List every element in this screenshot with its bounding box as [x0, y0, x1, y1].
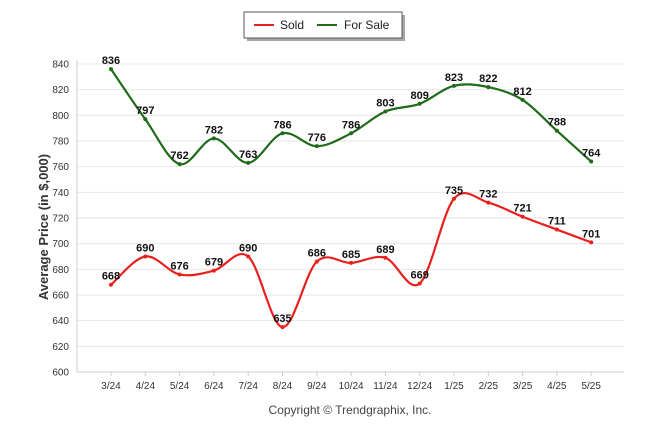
y-tick-label: 740 [52, 188, 69, 199]
data-point-for-sale [177, 162, 182, 167]
data-label-for-sale: 803 [376, 97, 394, 109]
grid [77, 63, 624, 373]
data-label-sold: 735 [445, 185, 463, 197]
data-label-for-sale: 809 [411, 90, 429, 102]
x-tick-label: 11/24 [373, 381, 398, 392]
y-tick-label: 800 [52, 111, 69, 122]
data-point-sold [211, 268, 216, 273]
data-label-sold: 701 [582, 228, 600, 240]
data-label-sold: 679 [205, 257, 223, 269]
data-label-for-sale: 823 [445, 72, 463, 84]
y-tick-label: 620 [52, 342, 69, 353]
data-point-sold [520, 214, 525, 219]
y-tick-label: 600 [52, 368, 69, 379]
data-label-for-sale: 786 [273, 119, 291, 131]
data-label-for-sale: 786 [342, 119, 360, 131]
data-label-for-sale: 812 [513, 86, 531, 98]
data-label-sold: 689 [376, 244, 394, 256]
x-tick-label: 5/25 [581, 381, 601, 392]
data-point-sold [314, 259, 319, 264]
y-tick-label: 780 [52, 137, 69, 148]
x-tick-label: 3/24 [101, 381, 121, 392]
data-label-sold: 732 [479, 189, 497, 201]
x-tick-label: 3/25 [513, 381, 533, 392]
data-point-for-sale [554, 128, 559, 133]
data-label-sold: 721 [513, 203, 531, 215]
data-label-for-sale: 763 [239, 149, 257, 161]
y-tick-label: 820 [52, 85, 69, 96]
x-tick-label: 4/24 [136, 381, 156, 392]
y-tick-label: 700 [52, 239, 69, 250]
data-point-sold [246, 254, 251, 259]
x-tick-label: 4/25 [547, 381, 567, 392]
data-label-for-sale: 836 [102, 55, 120, 67]
data-label-for-sale: 764 [582, 148, 601, 160]
y-tick-label: 680 [52, 265, 69, 276]
data-point-for-sale [143, 117, 148, 122]
x-tick-label: 1/25 [444, 381, 464, 392]
data-point-for-sale [486, 85, 491, 90]
data-point-sold [143, 254, 148, 259]
data-label-sold: 685 [342, 249, 360, 261]
x-tick-label: 8/24 [273, 381, 293, 392]
data-point-sold [486, 200, 491, 205]
data-label-for-sale: 782 [205, 124, 223, 136]
data-label-sold: 690 [136, 243, 154, 255]
data-label-sold: 668 [102, 271, 120, 283]
x-tick-label: 7/24 [238, 381, 258, 392]
data-label-for-sale: 762 [170, 150, 188, 162]
data-point-sold [554, 227, 559, 232]
copyright-footer: Copyright © Trendgraphix, Inc. [269, 403, 432, 417]
data-point-sold [109, 282, 113, 287]
data-point-for-sale [589, 159, 594, 164]
legend-label-for-sale: For Sale [344, 18, 390, 32]
data-label-for-sale: 788 [548, 117, 566, 129]
data-point-for-sale [109, 67, 113, 72]
y-tick-label: 720 [52, 214, 69, 225]
data-point-for-sale [211, 136, 216, 141]
data-point-for-sale [452, 83, 456, 88]
y-tick-label: 660 [52, 291, 69, 302]
data-point-for-sale [280, 131, 285, 136]
data-label-sold: 686 [308, 248, 326, 260]
x-tick-label: 5/24 [170, 381, 190, 392]
data-point-for-sale [246, 160, 251, 165]
data-point-for-sale [520, 97, 525, 102]
data-label-sold: 635 [273, 313, 291, 325]
data-point-for-sale [417, 101, 422, 106]
data-point-sold [452, 196, 456, 201]
data-label-for-sale: 776 [308, 132, 326, 144]
data-labels: 668 690 676 679 690 635 686 685 689 669 735 732 721 7… [102, 55, 601, 325]
data-label-sold: 690 [239, 243, 257, 255]
x-tick-label: 6/24 [204, 381, 224, 392]
legend-label-sold: Sold [280, 18, 304, 32]
data-point-sold [280, 325, 285, 330]
legend: Sold For Sale [243, 11, 405, 41]
data-point-for-sale [349, 131, 354, 136]
x-tick-label: 9/24 [307, 381, 327, 392]
axes: 600 620 640 660 680 700 720 740 760 780 800 820 840 3… [52, 60, 624, 392]
data-point-sold [383, 255, 388, 260]
data-label-sold: 669 [411, 269, 429, 281]
data-point-for-sale [314, 144, 319, 149]
y-tick-label: 840 [52, 60, 69, 71]
data-label-for-sale: 822 [479, 73, 497, 85]
data-label-sold: 711 [548, 216, 566, 228]
data-label-for-sale: 797 [136, 105, 154, 117]
series [109, 67, 594, 330]
y-tick-label: 760 [52, 162, 69, 173]
data-label-sold: 676 [170, 260, 188, 272]
data-point-sold [589, 240, 594, 245]
y-tick-label: 640 [52, 316, 69, 327]
x-tick-label: 2/25 [479, 381, 499, 392]
data-point-sold [349, 260, 354, 265]
x-tick-label: 10/24 [339, 381, 364, 392]
data-point-sold [177, 272, 182, 277]
data-point-sold [417, 281, 422, 286]
y-axis-title: Average Price (in $,000) [36, 154, 51, 300]
data-point-for-sale [383, 109, 388, 114]
x-tick-label: 12/24 [407, 381, 432, 392]
